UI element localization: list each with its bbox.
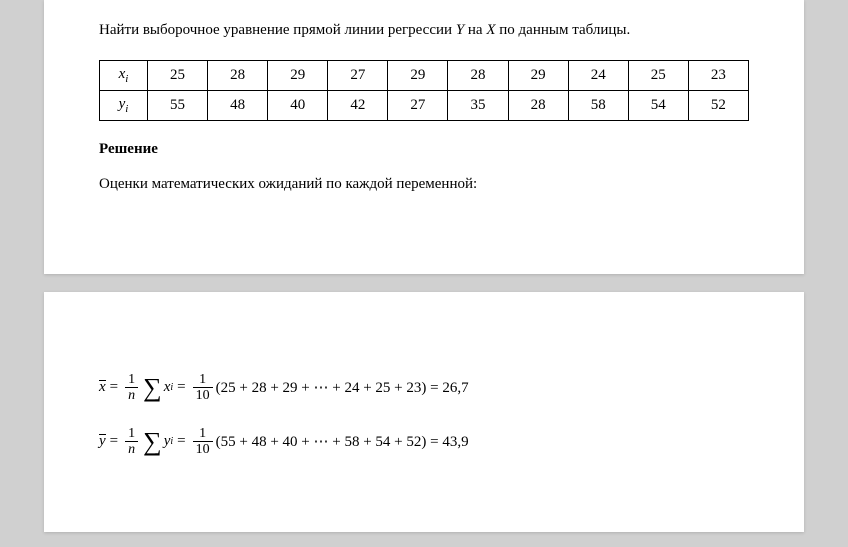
page-1: Найти выборочное уравнение прямой линии …: [44, 0, 804, 274]
table-cell: 35: [448, 90, 508, 120]
fraction-1-10: 1 10: [193, 372, 213, 404]
row-label-y: yi: [100, 90, 148, 120]
fraction-1-n: 1 n: [125, 372, 138, 404]
problem-text-3: по данным таблицы.: [496, 22, 631, 38]
data-table: xi 25 28 29 27 29 28 29 24 25 23 yi 55 4…: [99, 60, 749, 121]
table-cell: 40: [268, 90, 328, 120]
equals-sign: =: [110, 433, 118, 450]
page-2: x = 1 n ∑ xi = 1 10 (25 + 28 + 29 + ⋯ + …: [44, 292, 804, 532]
table-cell: 27: [388, 90, 448, 120]
x-bar: x: [99, 379, 106, 396]
solution-header: Решение: [99, 141, 749, 158]
fraction-1-n: 1 n: [125, 426, 138, 458]
table-row: yi 55 48 40 42 27 35 28 58 54 52: [100, 90, 749, 120]
table-cell: 28: [508, 90, 568, 120]
table-cell: 58: [568, 90, 628, 120]
solution-intro: Оценки математических ожиданий по каждой…: [99, 176, 749, 193]
table-cell: 24: [568, 60, 628, 90]
table-row: xi 25 28 29 27 29 28 29 24 25 23: [100, 60, 749, 90]
table-cell: 52: [688, 90, 748, 120]
table-cell: 23: [688, 60, 748, 90]
equals-sign: =: [177, 379, 185, 396]
problem-text-2: на: [464, 22, 486, 38]
expansion-x: (25 + 28 + 29 + ⋯ + 24 + 25 + 23) = 26,7: [216, 378, 469, 397]
table-cell: 25: [148, 60, 208, 90]
table-cell: 54: [628, 90, 688, 120]
row-label-x: xi: [100, 60, 148, 90]
table-cell: 25: [628, 60, 688, 90]
table-cell: 29: [268, 60, 328, 90]
var-y: Y: [456, 22, 464, 38]
table-cell: 27: [328, 60, 388, 90]
formula-y-mean: y = 1 n ∑ yi = 1 10 (55 + 48 + 40 + ⋯ + …: [99, 426, 749, 458]
table-cell: 29: [388, 60, 448, 90]
equals-sign: =: [177, 433, 185, 450]
sum-sub: i: [170, 436, 173, 447]
table-cell: 28: [448, 60, 508, 90]
equals-sign: =: [110, 379, 118, 396]
sum-var: x: [164, 379, 171, 396]
table-cell: 42: [328, 90, 388, 120]
table-cell: 28: [208, 60, 268, 90]
sum-var: y: [164, 433, 171, 450]
table-cell: 48: [208, 90, 268, 120]
formula-x-mean: x = 1 n ∑ xi = 1 10 (25 + 28 + 29 + ⋯ + …: [99, 372, 749, 404]
sigma-icon: ∑: [143, 373, 162, 403]
problem-statement: Найти выборочное уравнение прямой линии …: [99, 18, 749, 44]
expansion-y: (55 + 48 + 40 + ⋯ + 58 + 54 + 52) = 43,9: [216, 432, 469, 451]
table-cell: 55: [148, 90, 208, 120]
y-bar: y: [99, 433, 106, 450]
problem-text-1: Найти выборочное уравнение прямой линии …: [99, 22, 456, 38]
var-x: X: [486, 22, 495, 38]
fraction-1-10: 1 10: [193, 426, 213, 458]
sum-sub: i: [170, 382, 173, 393]
table-cell: 29: [508, 60, 568, 90]
sigma-icon: ∑: [143, 427, 162, 457]
